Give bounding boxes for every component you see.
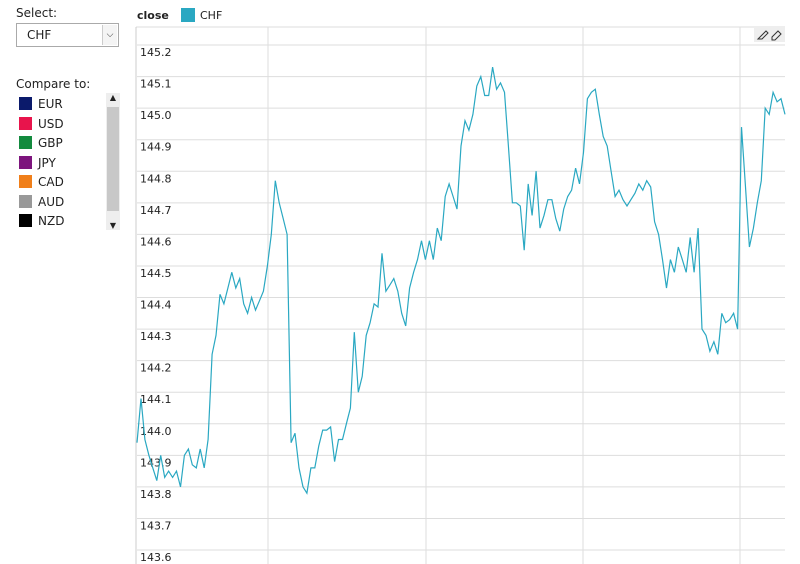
pencil-icon[interactable] xyxy=(756,30,769,40)
compare-name: GBP xyxy=(38,136,63,150)
color-swatch xyxy=(19,175,32,188)
compare-item[interactable]: NZD xyxy=(19,212,64,231)
price-line xyxy=(136,66,786,495)
y-tick-label: 144.0 xyxy=(140,425,172,438)
y-tick-label: 144.7 xyxy=(140,204,172,217)
eraser-icon[interactable] xyxy=(771,30,782,41)
y-tick-label: 145.0 xyxy=(140,109,172,122)
y-tick-label: 144.6 xyxy=(140,235,172,248)
scroll-thumb[interactable] xyxy=(107,107,119,211)
selected-value: CHF xyxy=(27,28,52,42)
y-tick-label: 144.1 xyxy=(140,393,172,406)
y-tick-label: 143.7 xyxy=(140,519,172,532)
compare-name: USD xyxy=(38,116,64,131)
color-swatch xyxy=(19,116,32,130)
compare-item[interactable]: USD xyxy=(19,115,64,134)
color-swatch xyxy=(19,155,32,169)
compare-name: EUR xyxy=(38,97,63,111)
y-tick-label: 144.8 xyxy=(140,172,172,185)
color-swatch xyxy=(19,97,32,110)
color-swatch xyxy=(19,214,32,227)
y-tick-label: 144.5 xyxy=(140,267,172,280)
compare-item[interactable]: AUD xyxy=(19,193,64,212)
chart-title: close xyxy=(137,9,169,22)
y-tick-label: 143.6 xyxy=(140,551,172,564)
select-label: Select: xyxy=(16,6,58,20)
y-tick-label: 144.2 xyxy=(140,362,172,375)
compare-item[interactable]: JPY xyxy=(19,154,56,173)
y-tick-label: 145.2 xyxy=(140,46,172,59)
compare-item[interactable]: GBP xyxy=(19,134,63,153)
compare-name: AUD xyxy=(38,194,65,209)
compare-name: JPY xyxy=(38,155,56,170)
y-tick-label: 143.8 xyxy=(140,488,172,501)
compare-name: NZD xyxy=(38,214,65,228)
y-tick-label: 144.3 xyxy=(140,330,172,343)
y-tick-label: 145.1 xyxy=(140,78,172,91)
toolbar xyxy=(754,27,785,42)
color-swatch xyxy=(19,194,32,208)
compare-list: ▲ ▼ EUR USD GBP JPY CAD AUD NZD xyxy=(16,93,121,230)
compare-name: CAD xyxy=(38,175,64,189)
y-tick-label: 143.9 xyxy=(140,456,172,469)
legend-swatch xyxy=(181,8,195,22)
compare-label: Compare to: xyxy=(16,77,91,91)
scrollbar[interactable]: ▲ ▼ xyxy=(106,93,120,230)
dropdown-arrow[interactable]: ⌵ xyxy=(102,25,117,45)
legend-label: CHF xyxy=(200,9,222,22)
y-tick-label: 144.9 xyxy=(140,141,172,154)
currency-select[interactable]: CHF ⌵ xyxy=(16,23,119,47)
compare-item[interactable]: EUR xyxy=(19,95,63,114)
color-swatch xyxy=(19,136,32,149)
y-tick-label: 144.4 xyxy=(140,299,172,312)
compare-item[interactable]: CAD xyxy=(19,173,64,192)
